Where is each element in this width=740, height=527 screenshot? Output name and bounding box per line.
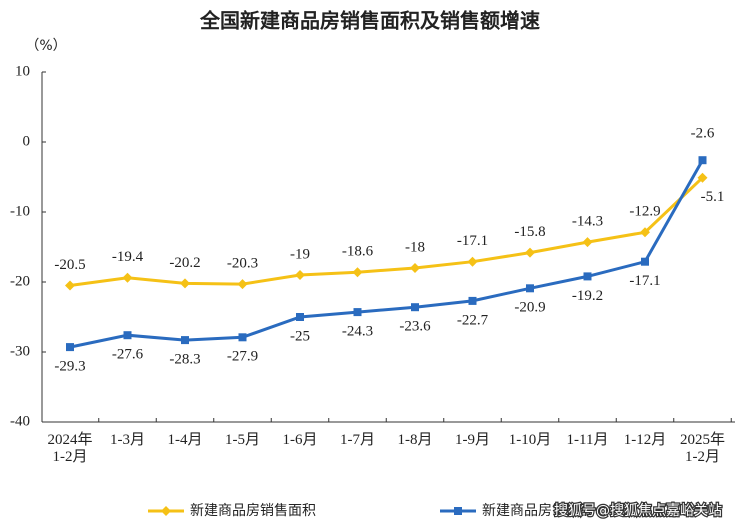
point xyxy=(123,331,132,340)
y-tick-label: 0 xyxy=(23,133,31,149)
legend-marker xyxy=(161,506,171,516)
x-tick-label: 1-4月 xyxy=(167,432,203,448)
y-tick-label: 10 xyxy=(15,63,30,79)
point xyxy=(640,227,650,238)
legend-marker xyxy=(454,507,462,515)
x-tick-label: 1-5月 xyxy=(225,432,260,448)
point xyxy=(238,333,247,342)
point xyxy=(353,308,362,317)
series-line xyxy=(69,176,704,287)
x-tick-label: 1-7月 xyxy=(340,432,375,448)
x-tick-label: 1-12月 xyxy=(623,432,667,448)
point xyxy=(641,257,649,266)
data-label: -20.5 xyxy=(54,257,85,273)
data-label: -19.4 xyxy=(112,249,144,265)
data-label: -2.6 xyxy=(691,126,715,142)
point xyxy=(65,280,75,291)
x-tick-label: 1-6月 xyxy=(282,432,318,448)
point xyxy=(698,156,707,165)
point xyxy=(296,313,304,321)
point xyxy=(697,172,708,183)
data-label: -20.9 xyxy=(514,300,545,316)
y-tick-label: -10 xyxy=(10,203,30,219)
data-label: -27.6 xyxy=(112,347,144,363)
x-tick-label: 1-8月 xyxy=(397,432,433,448)
data-label: -5.1 xyxy=(701,189,725,205)
point xyxy=(468,296,477,305)
y-tick-label: -30 xyxy=(10,343,30,359)
point xyxy=(122,272,133,283)
data-label: -17.1 xyxy=(629,273,660,289)
data-label: -23.6 xyxy=(399,319,431,335)
watermark: 搜狐号@搜狐焦点嘉峪关站 xyxy=(554,503,722,519)
point xyxy=(525,247,535,258)
data-label: -19.2 xyxy=(572,288,603,304)
y-tick-label: -40 xyxy=(10,413,30,429)
data-label: -18.6 xyxy=(342,244,374,260)
chart-title: 全国新建商品房销售面积及销售额增速 xyxy=(199,9,540,33)
x-tick-label: 1-10月 xyxy=(508,432,552,448)
point xyxy=(181,336,189,345)
data-label: -22.7 xyxy=(457,312,489,328)
data-label: -18 xyxy=(405,239,425,255)
data-label: -27.9 xyxy=(227,349,258,365)
y-axis-unit: （%） xyxy=(25,38,66,54)
point xyxy=(66,343,74,352)
data-label: -12.9 xyxy=(629,204,660,220)
point xyxy=(583,272,592,281)
series-line xyxy=(69,159,704,349)
data-label: -20.2 xyxy=(169,255,200,271)
x-tick-label: 2025年 1-2月 xyxy=(679,432,725,465)
point xyxy=(526,284,534,293)
data-label: -29.3 xyxy=(54,359,85,375)
point xyxy=(467,256,478,267)
data-label: -25 xyxy=(290,328,310,344)
data-label: -28.3 xyxy=(169,352,200,368)
x-tick-label: 1-3月 xyxy=(110,432,145,448)
point xyxy=(582,237,593,248)
data-label: -14.3 xyxy=(572,214,603,230)
point xyxy=(411,303,419,312)
point xyxy=(295,270,305,280)
x-tick-label: 1-9月 xyxy=(455,432,490,448)
x-tick-label: 2024年 1-2月 xyxy=(47,432,93,465)
legend-label: 新建商品房销售面积 xyxy=(190,503,316,519)
point xyxy=(410,263,420,273)
y-tick-label: -20 xyxy=(10,273,30,289)
data-label: -19 xyxy=(290,246,310,262)
data-label: -20.3 xyxy=(227,256,258,272)
data-label: -24.3 xyxy=(342,324,373,340)
x-tick-label: 1-11月 xyxy=(566,432,609,448)
point xyxy=(237,279,248,290)
point xyxy=(352,267,363,278)
legend-label: 新建商品房销售额 xyxy=(482,503,594,519)
data-label: -17.1 xyxy=(457,233,488,249)
point xyxy=(180,278,190,289)
data-label: -15.8 xyxy=(514,224,545,240)
